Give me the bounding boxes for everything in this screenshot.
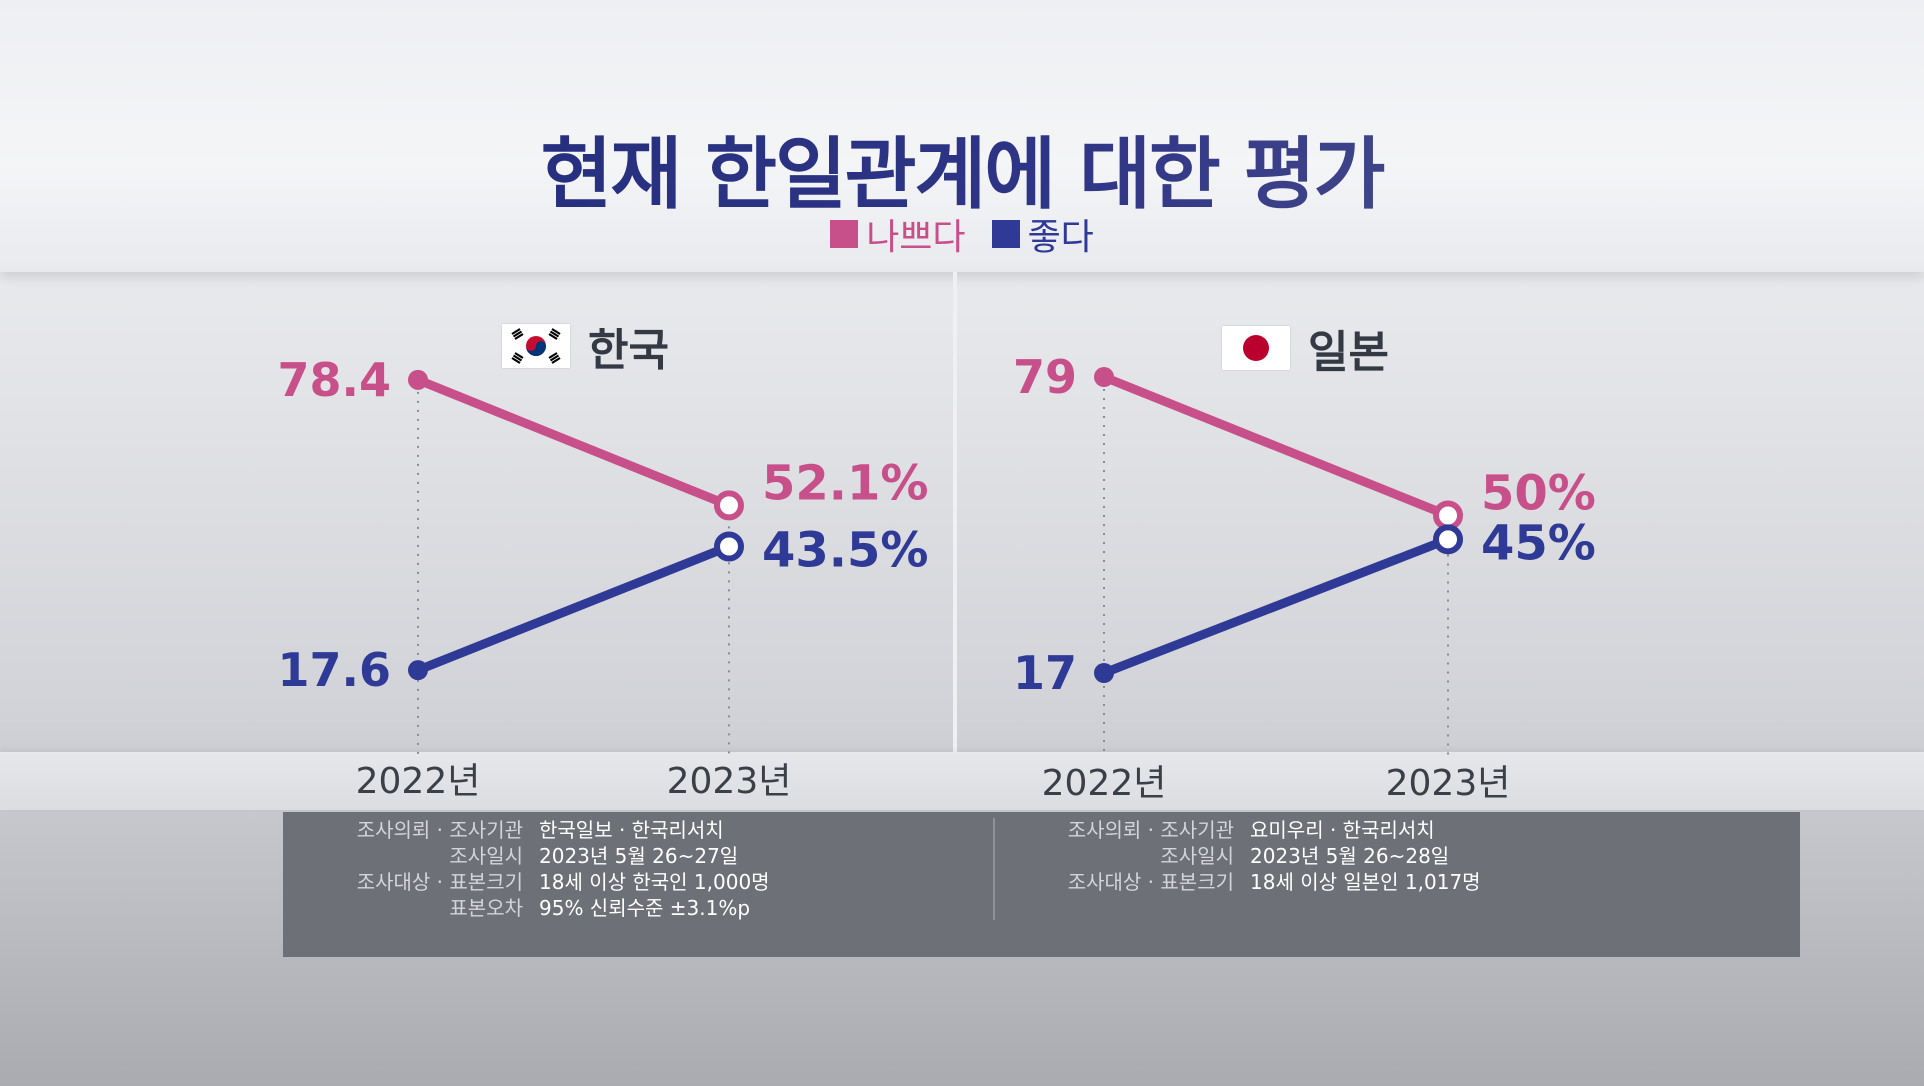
survey-info-label: 조사의뢰 · 조사기관 xyxy=(1067,818,1234,842)
panel-divider xyxy=(953,272,957,752)
survey-info-row: 표본오차 95% 신뢰수준 ±3.1%p xyxy=(283,895,770,921)
panel-title-japan-label: 일본 xyxy=(1308,327,1389,378)
survey-info-label: 조사일시 xyxy=(449,844,523,868)
survey-info-value: 2023년 5월 26~28일 xyxy=(1250,844,1450,868)
survey-info-value: 95% 신뢰수준 ±3.1%p xyxy=(539,896,751,920)
data-point xyxy=(1433,500,1463,531)
survey-info-row: 조사의뢰 · 조사기관 요미우리 · 한국리서치 xyxy=(994,817,1481,843)
survey-info-row: 조사대상 · 표본크기 18세 이상 한국인 1,000명 xyxy=(283,869,770,895)
panel-title-japan: 일본 xyxy=(1222,316,1389,380)
data-point xyxy=(714,490,744,521)
series-line-good xyxy=(413,541,734,675)
x-tick-label: 2022년 xyxy=(1042,763,1167,804)
legend-label-bad: 나쁘다 xyxy=(866,217,966,258)
survey-info-value: 2023년 5월 26~27일 xyxy=(539,844,739,868)
data-point xyxy=(714,531,744,562)
legend-item-bad: 나쁘다 xyxy=(830,208,966,260)
chart-title: 현재 한일관계에 대한 평가 xyxy=(0,112,1924,224)
legend-swatch-good xyxy=(991,220,1020,248)
survey-info-box xyxy=(283,812,1800,957)
series-line-bad xyxy=(1099,372,1453,520)
x-tick-label: 2022년 xyxy=(356,761,481,802)
data-point xyxy=(1433,524,1463,555)
data-label: 45% xyxy=(1481,515,1596,571)
survey-info-label: 조사대상 · 표본크기 xyxy=(356,870,523,894)
data-label: 79 xyxy=(1013,350,1077,404)
survey-info-label: 조사의뢰 · 조사기관 xyxy=(356,818,523,842)
x-tick-label: 2023년 xyxy=(1386,763,1511,804)
panel-title-korea: 한국 xyxy=(502,314,669,378)
survey-info-label: 조사일시 xyxy=(1160,844,1234,868)
legend-label-good: 좋다 xyxy=(1027,217,1094,258)
series-line-bad xyxy=(413,375,734,510)
data-point xyxy=(408,660,428,681)
series-line-good xyxy=(1099,534,1453,678)
survey-info-value: 18세 이상 일본인 1,017명 xyxy=(1250,870,1481,894)
data-point xyxy=(408,369,428,390)
data-label: 50% xyxy=(1481,465,1596,521)
legend-item-good: 좋다 xyxy=(991,208,1094,260)
data-label: 78.4 xyxy=(278,353,392,407)
survey-info-value: 18세 이상 한국인 1,000명 xyxy=(539,870,770,894)
survey-info-label: 조사대상 · 표본크기 xyxy=(1067,870,1234,894)
survey-info-label: 표본오차 xyxy=(449,896,523,920)
data-label: 17 xyxy=(1013,646,1077,700)
survey-info-row: 조사의뢰 · 조사기관 한국일보 · 한국리서치 xyxy=(283,817,770,843)
survey-info-row: 조사일시 2023년 5월 26~28일 xyxy=(994,843,1481,869)
panel-title-korea-label: 한국 xyxy=(588,325,669,376)
japan-flag-icon xyxy=(1222,326,1290,370)
legend-swatch-bad xyxy=(830,220,859,248)
survey-info-row: 조사일시 2023년 5월 26~27일 xyxy=(283,843,770,869)
survey-info-value: 한국일보 · 한국리서치 xyxy=(539,818,724,842)
survey-info-japan: 조사의뢰 · 조사기관 요미우리 · 한국리서치 조사일시 2023년 5월 2… xyxy=(994,817,1481,895)
survey-info-value: 요미우리 · 한국리서치 xyxy=(1250,818,1435,842)
header-band xyxy=(0,0,1924,272)
survey-info-korea: 조사의뢰 · 조사기관 한국일보 · 한국리서치 조사일시 2023년 5월 2… xyxy=(283,817,770,921)
data-label: 43.5% xyxy=(762,522,929,578)
legend: 나쁘다 좋다 xyxy=(0,208,1924,260)
data-label: 17.6 xyxy=(278,643,392,697)
x-tick-label: 2023년 xyxy=(667,761,792,802)
year-band xyxy=(0,752,1924,810)
data-point xyxy=(1094,663,1114,683)
korea-flag-icon xyxy=(502,324,570,368)
survey-info-row: 조사대상 · 표본크기 18세 이상 일본인 1,017명 xyxy=(994,869,1481,895)
data-label: 52.1% xyxy=(762,455,929,511)
survey-info-separator xyxy=(993,818,995,920)
data-point xyxy=(1094,367,1114,387)
